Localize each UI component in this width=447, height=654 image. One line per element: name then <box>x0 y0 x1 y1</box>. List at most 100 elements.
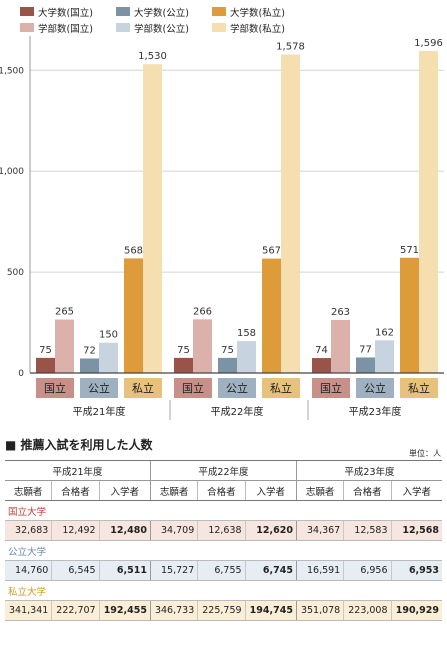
table-cell: 222,707 <box>51 600 100 621</box>
year-header: 平成23年度 <box>295 460 442 481</box>
group-label-box <box>312 378 350 398</box>
section-name: 公立大学 <box>8 546 47 558</box>
table-cell: 190,929 <box>390 600 442 621</box>
bar <box>143 64 162 373</box>
legend-label: 学部数(国立) <box>38 23 93 35</box>
bar <box>356 357 375 373</box>
table-title: ■ 推薦入試を利用した人数 <box>5 438 153 452</box>
bar <box>281 54 300 373</box>
table-cell: 192,455 <box>98 600 151 621</box>
y-tick-label: 1,500 <box>0 66 24 76</box>
bar <box>237 341 256 373</box>
group-label: 国立 <box>182 381 204 395</box>
bar <box>375 340 394 373</box>
bar <box>193 319 212 373</box>
group-label-box <box>400 378 438 398</box>
data-label: 74 <box>315 345 328 356</box>
table-cell: 12,568 <box>390 520 442 541</box>
group-label-box <box>174 378 212 398</box>
table-row: 341,341 222,707 192,455 346,733 225,759 194,7… <box>5 600 442 621</box>
data-label: 1,578 <box>276 42 305 53</box>
table-cell: 6,755 <box>197 560 246 581</box>
table-cell: 14,760 <box>5 560 52 581</box>
y-tick-label: 500 <box>7 268 24 278</box>
column-header: 志願者 <box>295 480 344 501</box>
legend-swatch <box>20 23 34 32</box>
x-category-label: 平成22年度 <box>211 405 264 418</box>
table-cell: 32,683 <box>5 520 52 541</box>
bar <box>331 319 350 373</box>
data-label: 77 <box>359 344 372 355</box>
bar <box>124 258 143 373</box>
data-label: 263 <box>331 307 350 318</box>
column-header: 合格者 <box>51 480 100 501</box>
y-tick-label: 1,000 <box>0 167 24 177</box>
bar <box>218 357 237 373</box>
group-label-box <box>218 378 256 398</box>
table-cell: 6,956 <box>343 560 392 581</box>
data-label: 75 <box>177 345 190 356</box>
year-header: 平成21年度 <box>5 460 151 481</box>
group-label: 公立 <box>364 381 386 395</box>
x-category-label: 平成21年度 <box>73 405 126 418</box>
table-cell: 12,638 <box>197 520 246 541</box>
legend-label: 大学数(国立) <box>38 7 93 19</box>
group-label-box <box>124 378 162 398</box>
column-header: 志願者 <box>5 480 52 501</box>
column-header: 入学者 <box>98 480 151 501</box>
table-cell: 34,367 <box>295 520 344 541</box>
data-label: 567 <box>262 246 281 257</box>
table-cell: 225,759 <box>197 600 246 621</box>
table-cell: 223,008 <box>343 600 392 621</box>
table-cell: 12,620 <box>244 520 297 541</box>
table-cell: 6,511 <box>98 560 151 581</box>
bar <box>262 258 281 373</box>
column-header: 合格者 <box>343 480 392 501</box>
table-cell: 6,745 <box>244 560 297 581</box>
legend-label: 学部数(私立) <box>230 23 285 35</box>
group-label-box <box>262 378 300 398</box>
data-label: 158 <box>237 328 256 339</box>
table-row: 32,683 12,492 12,480 34,709 12,638 12,620 34,3… <box>5 520 442 541</box>
table-row: 14,760 6,545 6,511 15,727 6,755 6,745 16,591 6,… <box>5 560 442 581</box>
legend-label: 大学数(私立) <box>230 7 285 19</box>
bar <box>55 319 74 373</box>
recommendation-table: 平成21年度 平成22年度 平成23年度 志願者 合格者 入学者 志願者 合格者… <box>5 460 442 621</box>
bar <box>80 358 99 373</box>
table-cell: 341,341 <box>5 600 52 621</box>
data-label: 1,596 <box>414 38 443 49</box>
bar <box>36 357 55 373</box>
bar <box>312 358 331 373</box>
bar <box>99 342 118 373</box>
legend-label: 学部数(公立) <box>134 23 189 35</box>
table-cell: 16,591 <box>295 560 344 581</box>
data-label: 571 <box>400 245 419 256</box>
table-cell: 12,480 <box>98 520 151 541</box>
column-header: 入学者 <box>390 480 442 501</box>
data-label: 162 <box>375 327 394 338</box>
group-label: 国立 <box>320 381 342 395</box>
year-header-row: 平成21年度 平成22年度 平成23年度 <box>5 460 442 481</box>
data-label: 75 <box>39 345 52 356</box>
legend-swatch <box>116 7 130 16</box>
column-header-row: 志願者 合格者 入学者 志願者 合格者 入学者 志願者 合格者 入学者 <box>5 480 442 501</box>
section-name: 私立大学 <box>8 586 47 598</box>
section-header-row: 公立大学 <box>5 541 442 561</box>
group-label: 私立 <box>132 381 154 395</box>
group-label: 私立 <box>408 381 430 395</box>
section-header-row: 国立大学 <box>5 501 442 521</box>
y-tick-label: 0 <box>18 369 24 379</box>
group-label-box <box>80 378 118 398</box>
legend-swatch <box>212 7 226 16</box>
bar <box>400 257 419 373</box>
group-label: 公立 <box>88 381 110 395</box>
table-cell: 15,727 <box>149 560 198 581</box>
unit-label: 単位：人 <box>409 449 441 458</box>
column-header: 志願者 <box>149 480 198 501</box>
data-label: 266 <box>193 306 212 317</box>
bar <box>419 50 438 373</box>
table-cell: 6,545 <box>51 560 100 581</box>
data-label: 72 <box>83 345 96 356</box>
group-label: 公立 <box>226 381 248 395</box>
legend-swatch <box>116 23 130 32</box>
